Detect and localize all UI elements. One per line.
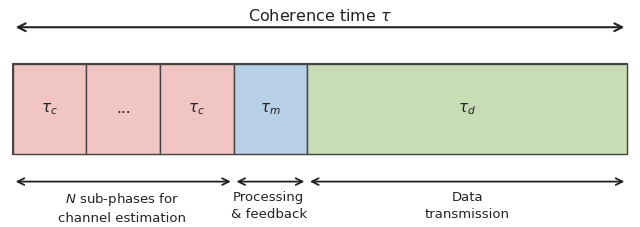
Bar bbox=[86, 64, 160, 154]
Bar bbox=[13, 64, 86, 154]
Text: Data
transmission: Data transmission bbox=[425, 191, 509, 221]
Text: $\tau_c$: $\tau_c$ bbox=[188, 101, 205, 117]
Bar bbox=[307, 64, 627, 154]
Bar bbox=[234, 64, 307, 154]
Text: Processing
& feedback: Processing & feedback bbox=[231, 191, 307, 221]
Text: Coherence time $\tau$: Coherence time $\tau$ bbox=[248, 8, 392, 24]
Text: $\tau_d$: $\tau_d$ bbox=[458, 101, 476, 117]
Text: ...: ... bbox=[116, 101, 131, 116]
Bar bbox=[160, 64, 234, 154]
Text: $\tau_c$: $\tau_c$ bbox=[41, 101, 58, 117]
Text: $N$ sub-phases for
channel estimation: $N$ sub-phases for channel estimation bbox=[58, 191, 186, 225]
Bar bbox=[13, 64, 627, 154]
Text: $\tau_m$: $\tau_m$ bbox=[260, 101, 281, 117]
